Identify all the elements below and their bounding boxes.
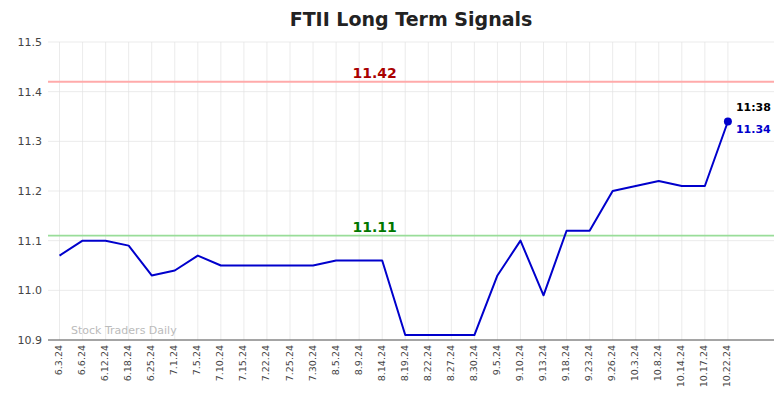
y-tick-label: 11.1 bbox=[18, 235, 43, 248]
y-tick-label: 10.9 bbox=[18, 334, 43, 347]
last-point bbox=[724, 117, 732, 125]
reference-label: 11.42 bbox=[353, 65, 397, 81]
x-tick-label: 6.18.24 bbox=[122, 345, 133, 381]
x-tick-label: 10.3.24 bbox=[629, 345, 640, 381]
x-tick-label: 10.8.24 bbox=[652, 345, 663, 381]
grid-line-y bbox=[48, 141, 774, 142]
y-tick-label: 11.4 bbox=[18, 86, 43, 99]
x-tick-label: 6.25.24 bbox=[145, 345, 156, 381]
x-tick-label: 7.22.24 bbox=[260, 345, 271, 381]
annotation: 11:38 bbox=[736, 101, 771, 114]
x-tick-label: 6.12.24 bbox=[99, 345, 110, 381]
x-tick-label: 6.6.24 bbox=[76, 345, 87, 375]
grid-line-y bbox=[48, 290, 774, 291]
grid-line-y bbox=[48, 91, 774, 92]
x-tick-label: 6.3.24 bbox=[53, 345, 64, 375]
x-tick-label: 10.14.24 bbox=[675, 345, 686, 387]
grid bbox=[48, 42, 774, 340]
plot-area bbox=[48, 82, 774, 335]
x-tick-label: 7.30.24 bbox=[307, 345, 318, 381]
title: FTII Long Term Signals bbox=[290, 8, 533, 30]
x-tick-label: 8.9.24 bbox=[353, 345, 364, 375]
watermark: Stock Traders Daily bbox=[71, 324, 177, 337]
reference-line bbox=[48, 81, 774, 83]
x-tick-label: 7.15.24 bbox=[237, 345, 248, 381]
x-tick-label: 7.5.24 bbox=[191, 345, 202, 375]
grid-line-y bbox=[48, 42, 774, 43]
chart: FTII Long Term Signals 10.9 11.0 11.1 11.2 11… bbox=[0, 0, 784, 398]
x-axis-line bbox=[48, 340, 774, 341]
y-tick-label: 11.3 bbox=[18, 135, 43, 148]
x-tick-label: 10.17.24 bbox=[698, 345, 709, 387]
grid-line-y bbox=[48, 240, 774, 241]
x-tick-label: 9.5.24 bbox=[491, 345, 502, 375]
x-tick-label: 9.13.24 bbox=[537, 345, 548, 381]
x-tick-label: 8.5.24 bbox=[330, 345, 341, 375]
y-tick-label: 11.0 bbox=[18, 284, 43, 297]
x-tick-label: 7.1.24 bbox=[168, 345, 179, 375]
line bbox=[60, 121, 728, 335]
x-tick-label: 8.27.24 bbox=[445, 345, 456, 381]
x-tick-label: 9.10.24 bbox=[514, 345, 525, 381]
x-tick-label: 8.19.24 bbox=[399, 345, 410, 381]
annotation: 11.34 bbox=[736, 123, 771, 136]
x-tick-label: 8.30.24 bbox=[468, 345, 479, 381]
reference-line bbox=[48, 235, 774, 237]
grid-line-y bbox=[48, 340, 774, 341]
x-tick-label: 8.14.24 bbox=[376, 345, 387, 381]
y-tick-label: 11.5 bbox=[18, 36, 43, 49]
x-tick-label: 9.18.24 bbox=[560, 345, 571, 381]
x-tick-label: 10.22.24 bbox=[721, 345, 732, 387]
y-tick-label: 11.2 bbox=[18, 185, 43, 198]
reference-label: 11.11 bbox=[353, 219, 397, 235]
x-tick-label: 9.23.24 bbox=[583, 345, 594, 381]
grid-line-y bbox=[48, 191, 774, 192]
x-tick-label: 7.10.24 bbox=[214, 345, 225, 381]
x-tick-label: 8.22.24 bbox=[422, 345, 433, 381]
x-tick-label: 9.26.24 bbox=[606, 345, 617, 381]
x-tick-label: 7.25.24 bbox=[284, 345, 295, 381]
